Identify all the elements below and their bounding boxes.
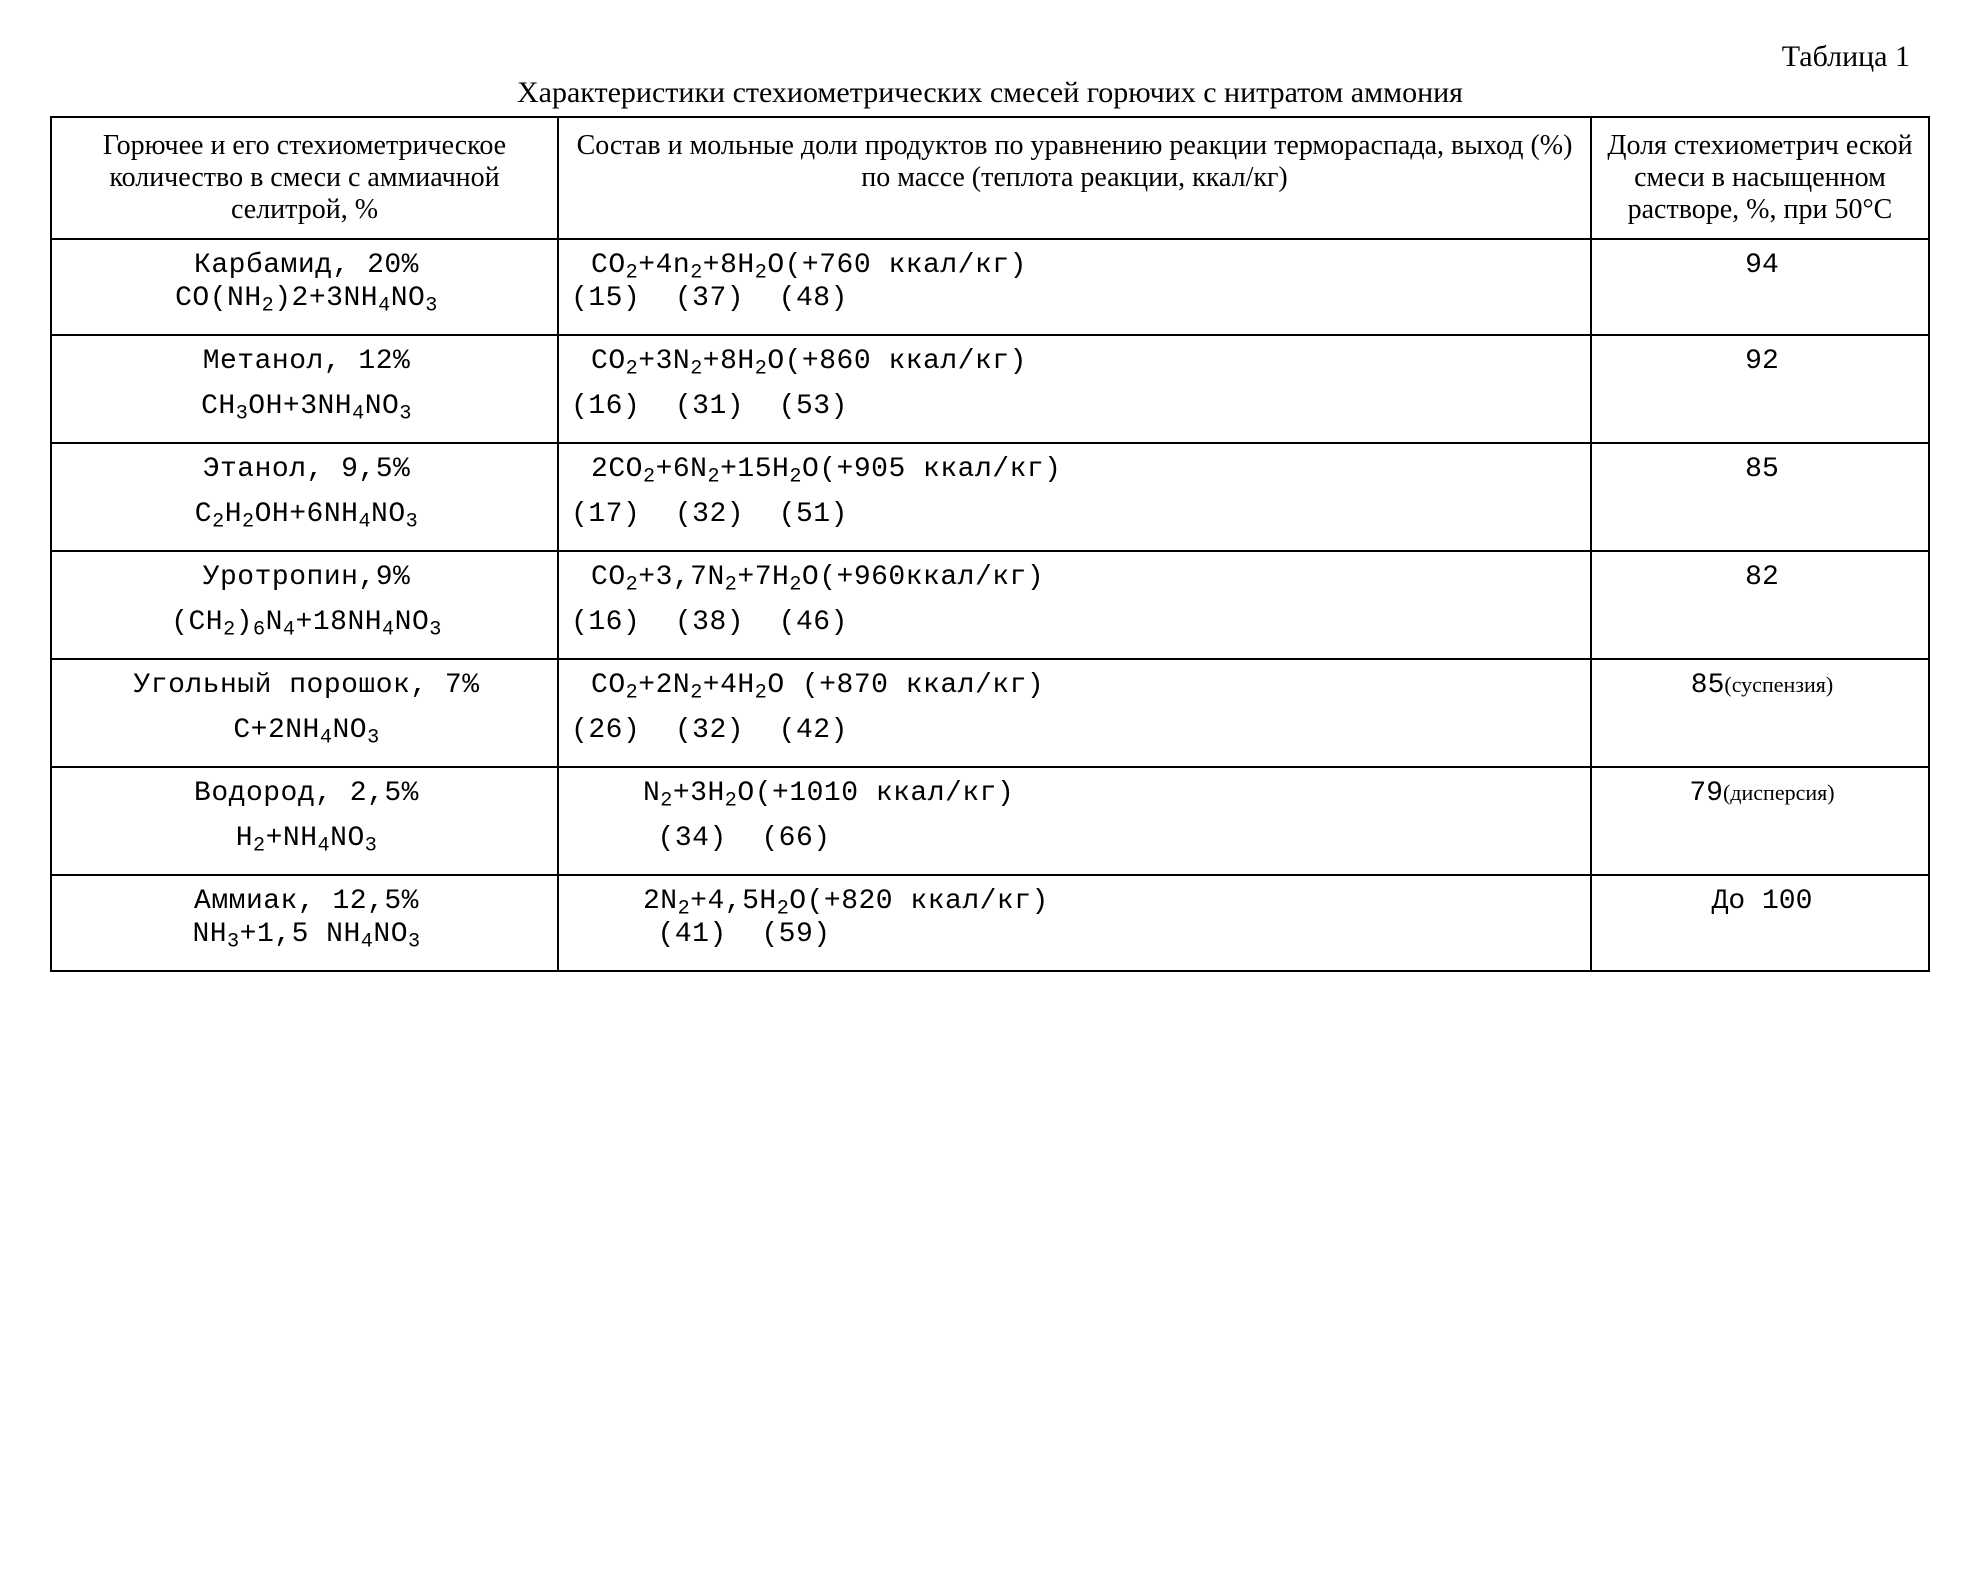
fuel-formula: NH3+1,5 NH4NO3 bbox=[64, 919, 549, 950]
cell-products: CO2+4n2+8H2O(+760 ккал/кг)(15) (37) (48) bbox=[558, 239, 1591, 335]
col-header-fuel: Горючее и его стехиометрическое количест… bbox=[51, 117, 558, 239]
cell-products: CO2+2N2+4H2O (+870 ккал/кг) (26) (32) (42… bbox=[558, 659, 1591, 767]
cell-share: До 100 bbox=[1591, 875, 1929, 971]
mass-percents: (34) (66) bbox=[571, 823, 1582, 854]
fuel-formula: CO(NH2)2+3NH4NO3 bbox=[64, 283, 549, 314]
mass-percents: (16) (38) (46) bbox=[571, 607, 1582, 638]
col-header-share: Доля стехиометрич еской смеси в насыщенн… bbox=[1591, 117, 1929, 239]
share-value: 92 bbox=[1604, 346, 1920, 377]
fuel-name: Аммиак, 12,5% bbox=[64, 886, 549, 917]
mass-percents: (16) (31) (53) bbox=[571, 391, 1582, 422]
reaction-equation: 2N2+4,5H2O(+820 ккал/кг) bbox=[571, 886, 1582, 917]
fuel-name: Угольный порошок, 7% bbox=[64, 670, 549, 701]
table-row: Метанол, 12% CH3OH+3NH4NO3 CO2+3N2+8H2O(+8… bbox=[51, 335, 1929, 443]
fuel-name: Метанол, 12% bbox=[64, 346, 549, 377]
stoichiometric-table: Горючее и его стехиометрическое количест… bbox=[50, 116, 1930, 972]
reaction-equation: CO2+2N2+4H2O (+870 ккал/кг) bbox=[571, 670, 1582, 701]
reaction-equation: CO2+3N2+8H2O(+860 ккал/кг) bbox=[571, 346, 1582, 377]
col-header-products: Состав и мольные доли продуктов по уравн… bbox=[558, 117, 1591, 239]
cell-share: 92 bbox=[1591, 335, 1929, 443]
cell-share: 85(суспензия) bbox=[1591, 659, 1929, 767]
table-caption: Характеристики стехиометрических смесей … bbox=[50, 76, 1930, 110]
cell-products: N2+3H2O(+1010 ккал/кг) (34) (66) bbox=[558, 767, 1591, 875]
fuel-name: Водород, 2,5% bbox=[64, 778, 549, 809]
fuel-formula: CH3OH+3NH4NO3 bbox=[64, 391, 549, 422]
table-body: Карбамид, 20%CO(NH2)2+3NH4NO3CO2+4n2+8H2… bbox=[51, 239, 1929, 971]
share-note: (дисперсия) bbox=[1723, 780, 1835, 805]
table-row: Уротропин,9% (CH2)6N4+18NH4NO3 CO2+3,7N2+7… bbox=[51, 551, 1929, 659]
cell-fuel: Уротропин,9% (CH2)6N4+18NH4NO3 bbox=[51, 551, 558, 659]
fuel-name: Этанол, 9,5% bbox=[64, 454, 549, 485]
share-value: 85(суспензия) bbox=[1604, 670, 1920, 701]
reaction-equation: CO2+4n2+8H2O(+760 ккал/кг) bbox=[571, 250, 1582, 281]
mass-percents: (15) (37) (48) bbox=[571, 283, 1582, 314]
cell-fuel: Аммиак, 12,5%NH3+1,5 NH4NO3 bbox=[51, 875, 558, 971]
cell-share: 85 bbox=[1591, 443, 1929, 551]
cell-products: 2N2+4,5H2O(+820 ккал/кг) (41) (59) bbox=[558, 875, 1591, 971]
table-row: Водород, 2,5% H2+NH4NO3 N2+3H2O(+1010 кка… bbox=[51, 767, 1929, 875]
table-row: Аммиак, 12,5%NH3+1,5 NH4NO3 2N2+4,5H2O(+… bbox=[51, 875, 1929, 971]
table-header-row: Горючее и его стехиометрическое количест… bbox=[51, 117, 1929, 239]
reaction-equation: CO2+3,7N2+7H2O(+960ккал/кг) bbox=[571, 562, 1582, 593]
cell-fuel: Карбамид, 20%CO(NH2)2+3NH4NO3 bbox=[51, 239, 558, 335]
reaction-equation: 2CO2+6N2+15H2O(+905 ккал/кг) bbox=[571, 454, 1582, 485]
cell-products: CO2+3N2+8H2O(+860 ккал/кг) (16) (31) (53) bbox=[558, 335, 1591, 443]
table-row: Угольный порошок, 7% C+2NH4NO3 CO2+2N2+4H2… bbox=[51, 659, 1929, 767]
fuel-formula: H2+NH4NO3 bbox=[64, 823, 549, 854]
fuel-formula: C+2NH4NO3 bbox=[64, 715, 549, 746]
mass-percents: (17) (32) (51) bbox=[571, 499, 1582, 530]
table-number-label: Таблица 1 bbox=[50, 40, 1910, 74]
table-row: Этанол, 9,5% C2H2OH+6NH4NO3 2CO2+6N2+15H2O… bbox=[51, 443, 1929, 551]
share-value: 82 bbox=[1604, 562, 1920, 593]
cell-share: 94 bbox=[1591, 239, 1929, 335]
share-value: 94 bbox=[1604, 250, 1920, 281]
mass-percents: (26) (32) (42) bbox=[571, 715, 1582, 746]
cell-share: 82 bbox=[1591, 551, 1929, 659]
cell-fuel: Метанол, 12% CH3OH+3NH4NO3 bbox=[51, 335, 558, 443]
mass-percents: (41) (59) bbox=[571, 919, 1582, 950]
fuel-name: Уротропин,9% bbox=[64, 562, 549, 593]
share-value: До 100 bbox=[1604, 886, 1920, 917]
cell-products: CO2+3,7N2+7H2O(+960ккал/кг) (16) (38) (46… bbox=[558, 551, 1591, 659]
reaction-equation: N2+3H2O(+1010 ккал/кг) bbox=[571, 778, 1582, 809]
cell-share: 79(дисперсия) bbox=[1591, 767, 1929, 875]
share-note: (суспензия) bbox=[1724, 672, 1833, 697]
share-value: 79(дисперсия) bbox=[1604, 778, 1920, 809]
table-row: Карбамид, 20%CO(NH2)2+3NH4NO3CO2+4n2+8H2… bbox=[51, 239, 1929, 335]
cell-fuel: Угольный порошок, 7% C+2NH4NO3 bbox=[51, 659, 558, 767]
cell-fuel: Этанол, 9,5% C2H2OH+6NH4NO3 bbox=[51, 443, 558, 551]
share-value: 85 bbox=[1604, 454, 1920, 485]
fuel-formula: (CH2)6N4+18NH4NO3 bbox=[64, 607, 549, 638]
cell-fuel: Водород, 2,5% H2+NH4NO3 bbox=[51, 767, 558, 875]
fuel-formula: C2H2OH+6NH4NO3 bbox=[64, 499, 549, 530]
fuel-name: Карбамид, 20% bbox=[64, 250, 549, 281]
cell-products: 2CO2+6N2+15H2O(+905 ккал/кг) (17) (32) (5… bbox=[558, 443, 1591, 551]
